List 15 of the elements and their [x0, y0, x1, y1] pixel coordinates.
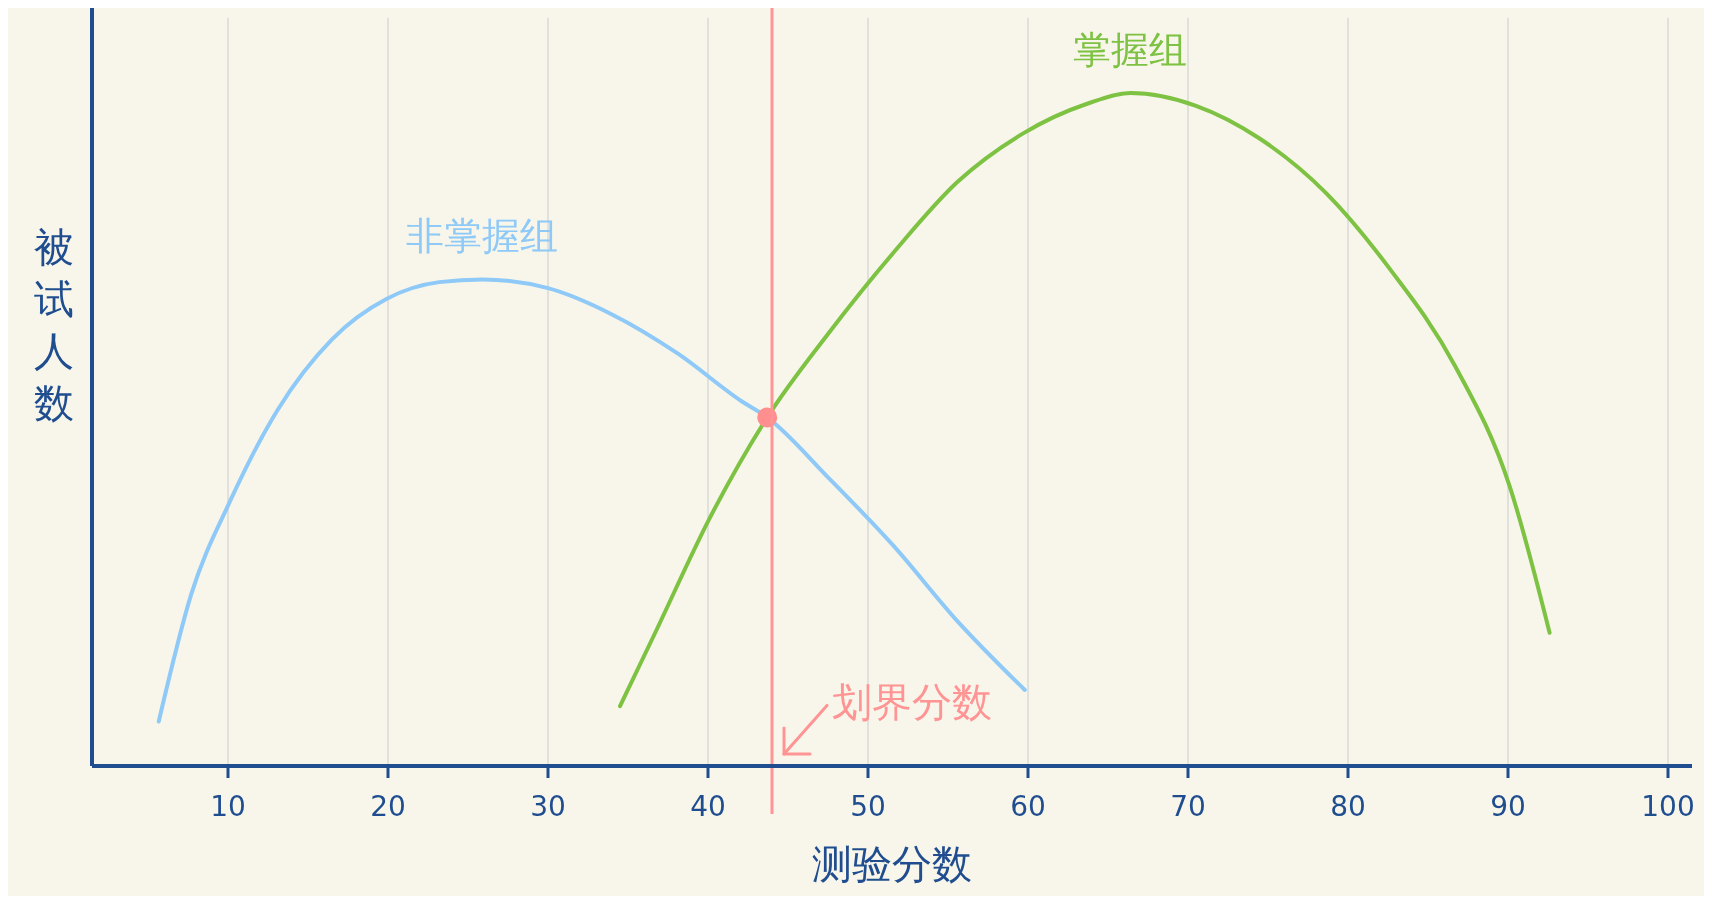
- y-axis-title: 被试人数: [34, 224, 74, 427]
- ref-line-label: 划界分数: [832, 678, 992, 725]
- x-tick-label: 100: [1641, 790, 1695, 823]
- x-tick-label: 80: [1330, 790, 1366, 823]
- x-tick-label: 30: [530, 790, 566, 823]
- series-label: 非掌握组: [406, 214, 559, 259]
- x-tick-label: 90: [1490, 790, 1526, 823]
- x-tick-label: 70: [1170, 790, 1206, 823]
- x-tick-label: 40: [690, 790, 726, 823]
- x-tick-label: 50: [850, 790, 886, 823]
- x-tick-label: 10: [210, 790, 246, 823]
- x-axis-title: 测验分数: [812, 841, 972, 887]
- x-tick-label: 60: [1010, 790, 1046, 823]
- series-label: 掌握组: [1073, 28, 1188, 72]
- x-tick-label: 20: [370, 790, 406, 823]
